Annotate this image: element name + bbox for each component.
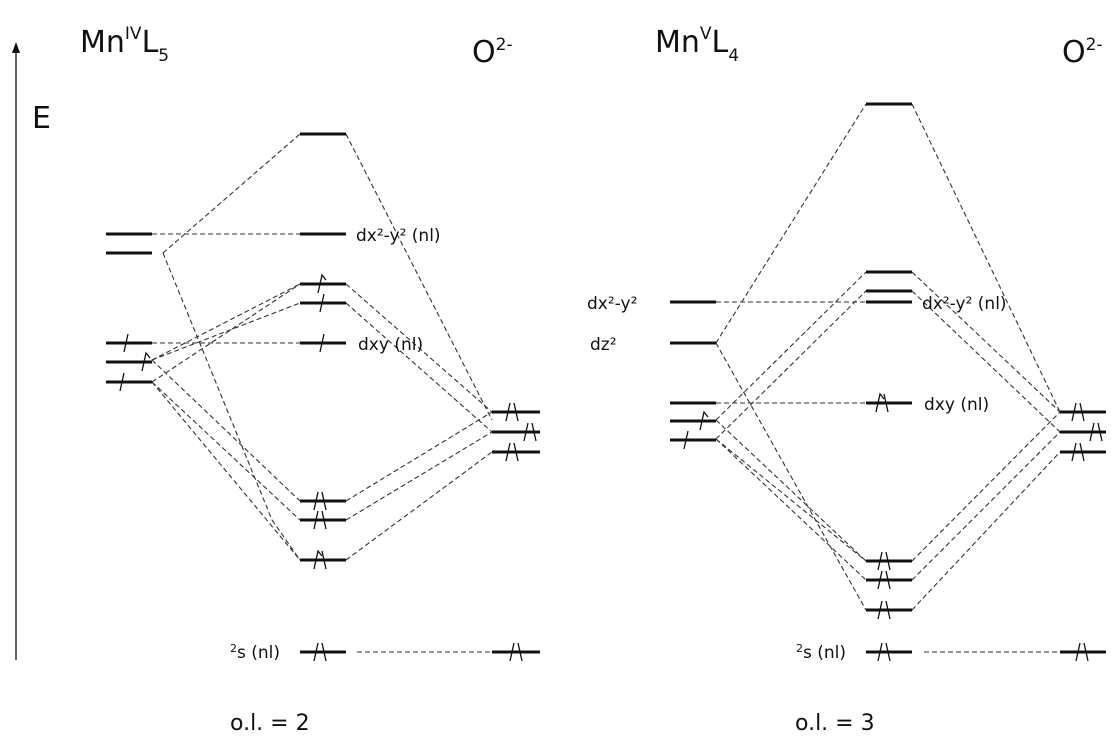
right-metal-title: MnVL4 [655,24,739,66]
right-ligand-level-1 [1060,402,1106,422]
left-mo-level-bond-3 [300,549,346,570]
left-mo-level-bond-2 [300,510,346,530]
left-ligand-title: O2- [472,35,513,70]
right-metal-level-2 [670,410,716,431]
left-mo-level-dxy [300,333,346,353]
left-mo-level-bond-1 [300,491,346,511]
left-label-upper: dx²-y² (nl) [356,226,441,246]
right-mo-level-bond-3 [866,600,912,620]
left-metal-levels [106,232,152,392]
right-mo-level-bond-1 [866,551,912,571]
left-ligand-level-s [492,642,540,662]
right-label-s: 2s (nl) [796,642,846,663]
left-mo-levels [300,132,346,662]
left-metal-level-3 [106,372,152,392]
left-metal-level-1 [106,333,152,353]
right-mo-level-dxy [866,392,912,413]
left-ligand-level-3 [492,442,540,462]
left-mo-level-s [300,642,346,662]
left-mo-level-5 [300,293,346,313]
left-bond-order: o.l. = 2 [230,711,310,736]
left-ligand-levels [492,402,540,662]
right-label-metal-dz: dz² [590,335,617,355]
left-diagram: MnIVL5 O2- [80,24,540,736]
right-bond-order: o.l. = 3 [795,711,875,736]
right-mo-levels [866,102,912,662]
right-ligand-levels [1060,402,1106,662]
left-correlation-lines [151,133,493,653]
right-ligand-level-2 [1060,422,1106,442]
right-ligand-level-3 [1060,442,1106,462]
right-ligand-title: O2- [1062,35,1103,70]
right-metal-levels [670,300,716,450]
right-correlation-lines [715,103,1061,653]
left-mo-level-4 [300,273,346,294]
left-label-s: 2s (nl) [230,642,280,663]
left-ligand-level-1 [492,402,540,422]
right-diagram: MnVL4 O2- [587,24,1106,736]
right-label-dxy: dxy (nl) [924,395,989,415]
left-metal-title: MnIVL5 [80,24,169,66]
energy-axis: E [12,42,51,660]
right-mo-level-s [866,642,912,662]
right-mo-level-bond-2 [866,570,912,590]
right-ligand-level-s [1060,642,1106,662]
right-label-upper: dx²-y² (nl) [922,294,1007,314]
left-label-dxy: dxy (nl) [358,335,423,355]
left-metal-level-2 [106,351,152,372]
right-label-metal-upper: dx²-y² [587,294,637,314]
left-ligand-level-2 [492,422,540,442]
energy-axis-label: E [32,101,51,136]
right-metal-level-3 [670,430,716,450]
